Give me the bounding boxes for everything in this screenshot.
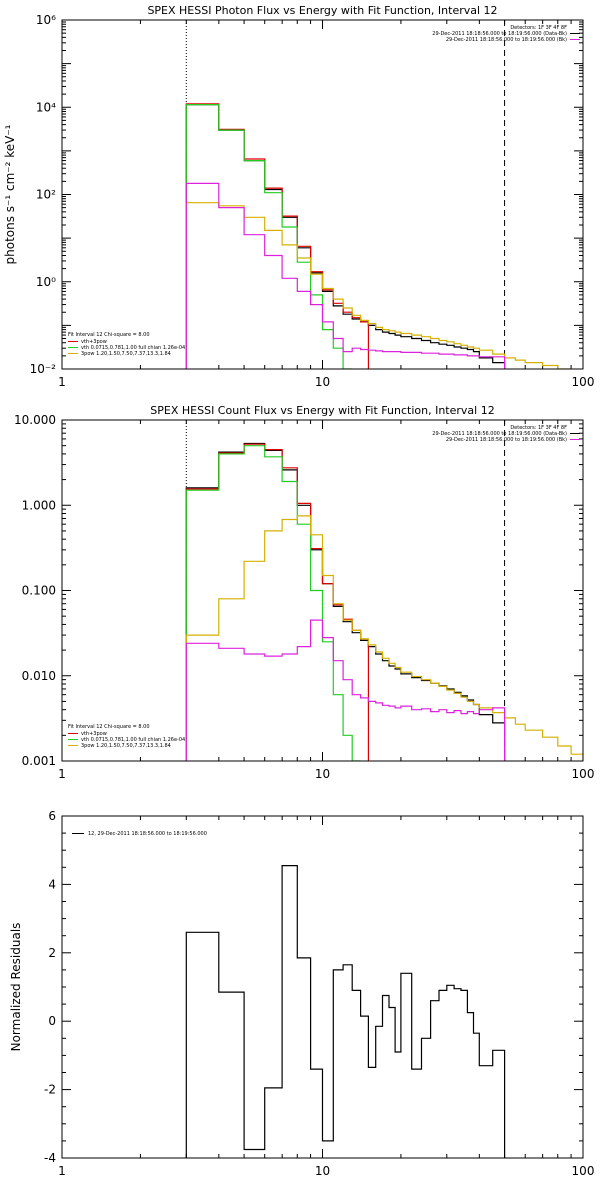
y-tick-label: -4	[44, 1151, 56, 1165]
series-line	[185, 443, 369, 761]
legend-entry: 3pow 1.20,1.50,7.50,7.37,13.3,1.84	[81, 351, 171, 357]
y-tick-label: 0.100	[22, 584, 56, 598]
fit-summary: Fit Interval 12 Chi-square = 8.00	[68, 724, 150, 730]
legend-entry: 29-Dec-2011 18:18:56.000 to 18:19:56.000…	[446, 37, 567, 43]
plot-frame	[61, 19, 584, 370]
y-tick-label: 6	[48, 809, 56, 823]
x-tick-label: 100	[572, 1164, 595, 1178]
legend-entry: 3pow 1.20,1.50,7.50,7.37,13.3,1.84	[81, 743, 171, 749]
series-line	[185, 515, 583, 761]
y-tick-label: 10⁶	[36, 13, 56, 27]
y-tick-label: 1.000	[22, 498, 56, 512]
y-tick-label: -2	[44, 1083, 56, 1097]
y-tick-label: 0.010	[22, 669, 56, 683]
y-axis-label: Normalized Residuals	[9, 923, 23, 1052]
fit-summary: Fit Interval 12 Chi-square = 8.00	[68, 332, 150, 338]
legend-entry: Detectors: 1F 3F 4F 8F	[510, 25, 567, 31]
chart-title: SPEX HESSI Count Flux vs Energy with Fit…	[150, 404, 494, 417]
series-line	[185, 202, 583, 369]
x-tick-label: 10	[315, 1164, 330, 1178]
y-tick-label: 10²	[36, 188, 56, 202]
plot-frame	[61, 815, 584, 1159]
x-tick-label: 100	[572, 375, 595, 389]
x-tick-label: 1	[58, 375, 66, 389]
chart-title: SPEX HESSI Photon Flux vs Energy with Fi…	[147, 4, 497, 17]
legend-entry: 29-Dec-2011 18:18:56.000 to 18:19:56.000…	[432, 31, 567, 37]
photon-flux-panel: SPEX HESSI Photon Flux vs Energy with Fi…	[3, 4, 594, 389]
legend-entry: Detectors: 1F 3F 4F 8F	[510, 425, 567, 431]
series-line	[185, 619, 506, 761]
plot-frame	[61, 419, 584, 762]
x-tick-label: 1	[58, 767, 66, 781]
legend-entry: vth+3pow	[81, 339, 107, 345]
y-axis-label: photons s⁻¹ cm⁻² keV⁻¹	[3, 124, 17, 264]
series-line	[185, 104, 506, 369]
legend-entry: vth 0.0715,0.781,1.00 full chian 1.26e-0…	[81, 737, 185, 743]
legend-entry: 29-Dec-2011 18:18:56.000 to 18:19:56.000…	[432, 431, 567, 437]
legend-entry: 12, 29-Dec-2011 18:18:56.000 to 18:19:56…	[88, 831, 207, 837]
y-tick-label: 4	[48, 877, 56, 891]
legend-entry: vth+3pow	[81, 731, 107, 737]
x-tick-label: 1	[58, 1164, 66, 1178]
series-line	[185, 182, 506, 369]
count-flux-panel: SPEX HESSI Count Flux vs Energy with Fit…	[14, 404, 594, 781]
legend-entry: 29-Dec-2011 18:18:56.000 to 18:19:56.000…	[446, 437, 567, 443]
y-tick-label: 0.001	[22, 754, 56, 768]
legend-entry: vth 0.0715,0.781,1.00 full chian 1.26e-0…	[81, 345, 185, 351]
y-tick-label: 10⁰	[36, 275, 56, 289]
series-line	[185, 445, 361, 761]
x-tick-label: 10	[315, 767, 330, 781]
x-tick-label: 10	[315, 375, 330, 389]
x-tick-label: 100	[572, 767, 595, 781]
series-line	[185, 104, 353, 369]
y-tick-label: 10.000	[14, 413, 56, 427]
y-tick-label: 0	[48, 1014, 56, 1028]
residuals-panel: 1 10 100 -4 -2 0 2 4 6 Normalized Residuals 12, 29…	[9, 809, 594, 1178]
y-tick-label: 10⁴	[36, 100, 56, 114]
series-line	[185, 442, 506, 761]
series-line	[185, 865, 506, 1158]
y-tick-label: 10⁻²	[30, 362, 57, 376]
series-line	[185, 103, 369, 369]
y-tick-label: 2	[48, 946, 56, 960]
